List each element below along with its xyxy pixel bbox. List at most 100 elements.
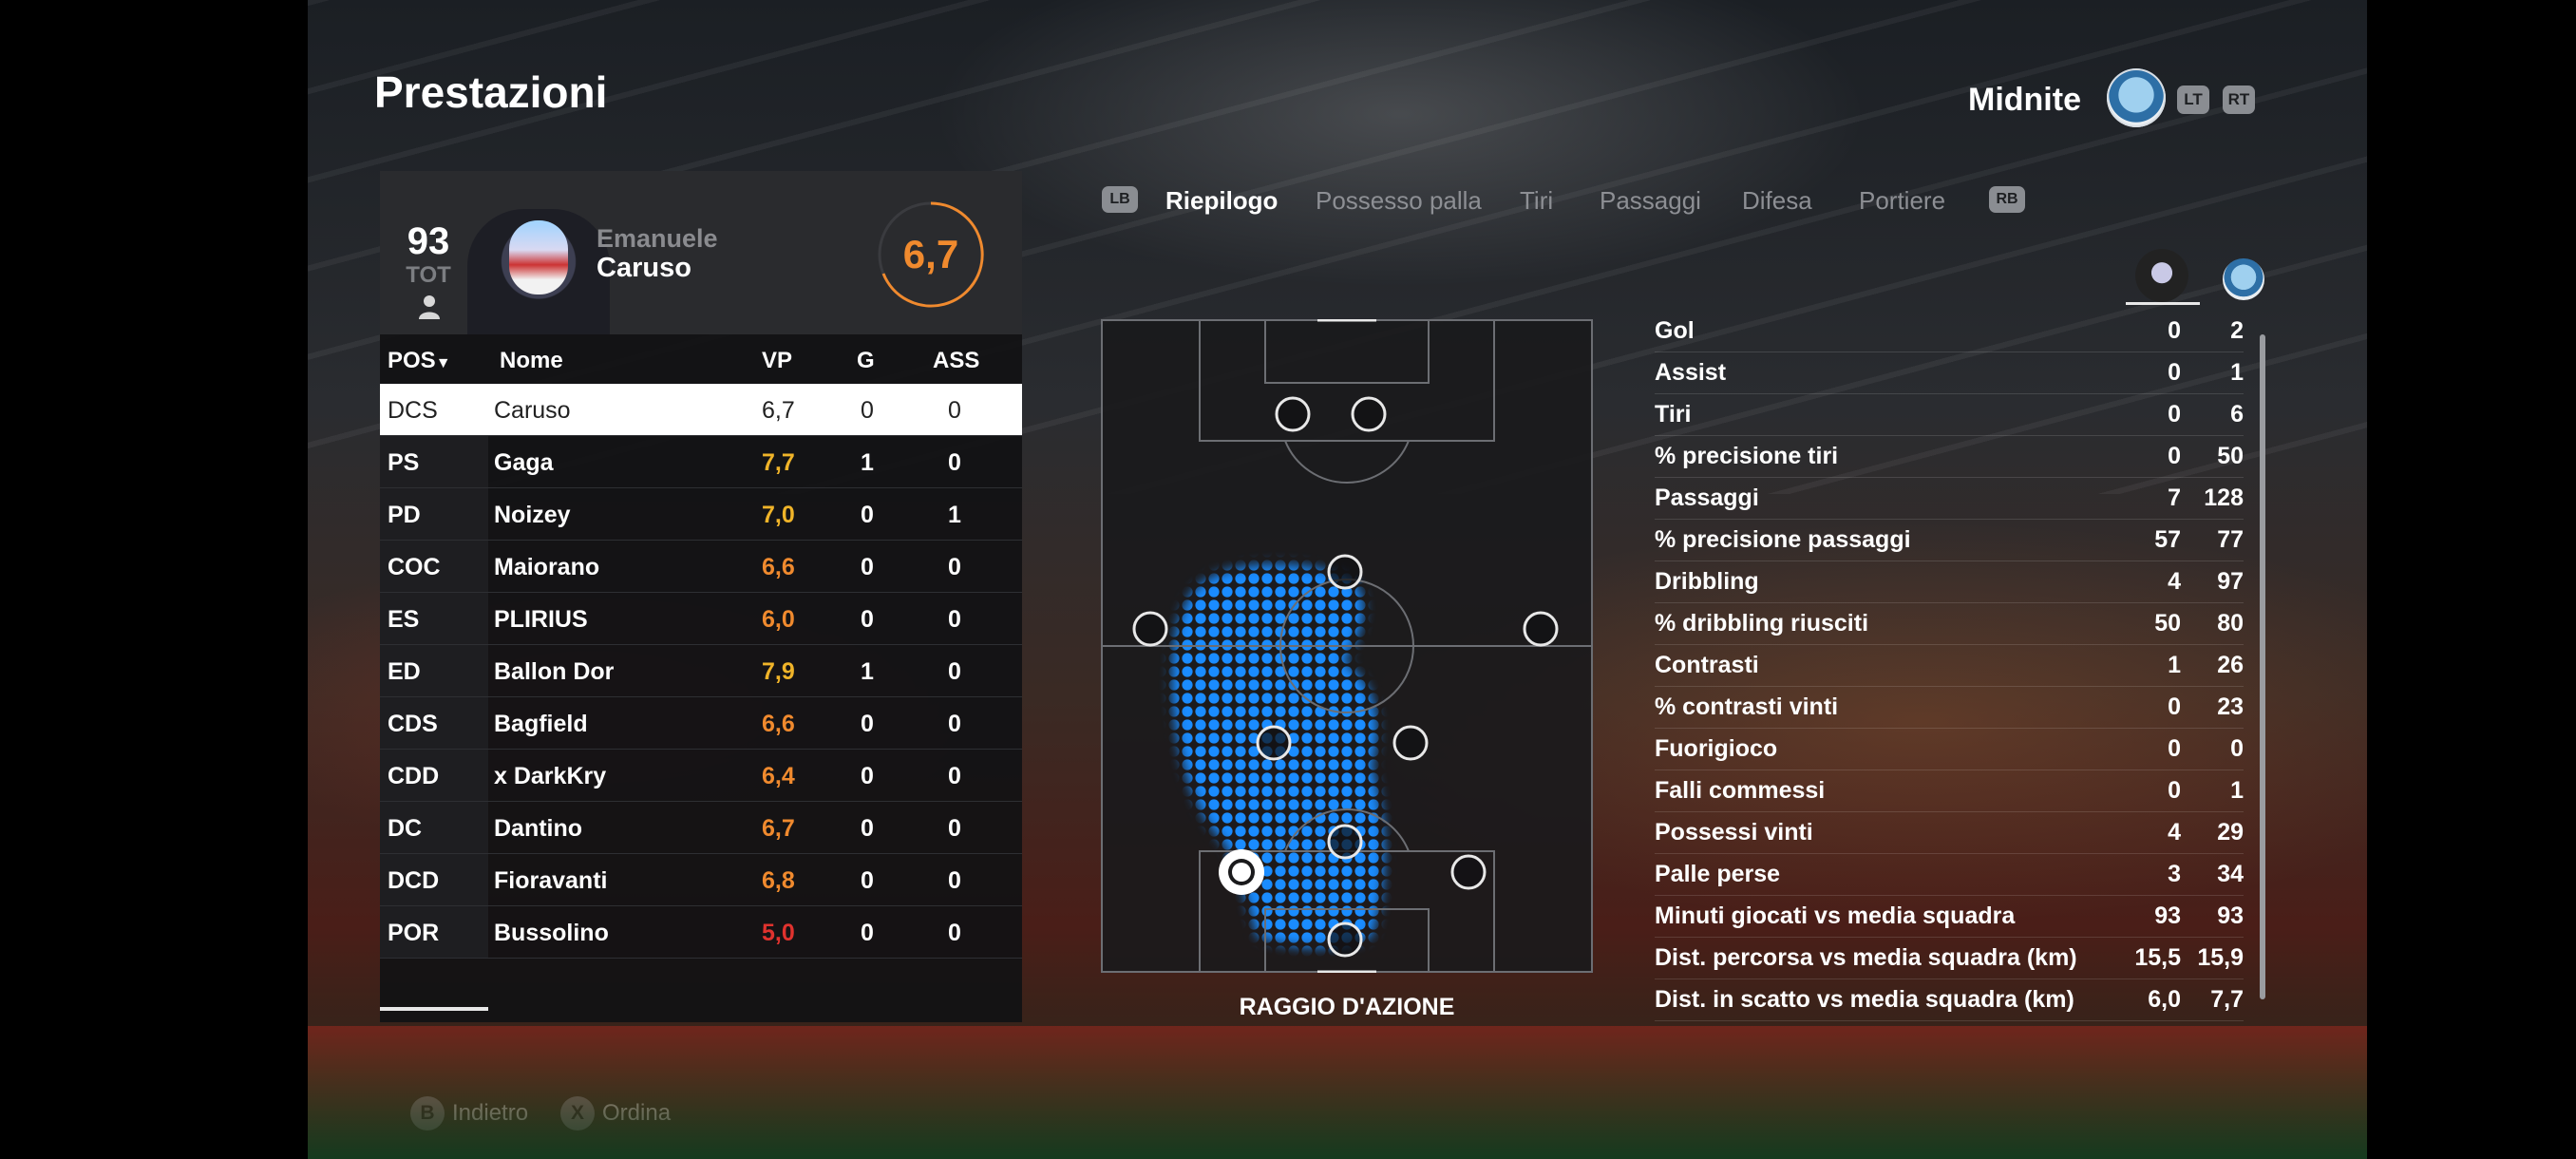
sort-button[interactable]: Ordina (602, 1100, 672, 1126)
pos-header[interactable]: POS▼ (388, 348, 451, 374)
table-row[interactable]: PS Gaga 7,7 1 0 (380, 436, 1022, 488)
stat-label: Tiri (1655, 401, 1692, 428)
pos-column-indicator (380, 1007, 488, 1011)
stat-player-value: 50 (2154, 610, 2181, 636)
back-button[interactable]: Indietro (452, 1100, 529, 1126)
pos-cell-bg (380, 488, 488, 540)
pos-header-label: POS (388, 348, 436, 373)
player-name: Noizey (494, 502, 571, 528)
stat-player-value: 57 (2154, 526, 2181, 553)
stat-row: Tiri 0 6 (1655, 393, 2244, 436)
stat-team-value: 1 (2230, 359, 2244, 386)
player-position: ES (388, 606, 420, 633)
player-rating: 7,0 (762, 502, 795, 528)
stats-scrollbar[interactable] (2260, 334, 2265, 999)
player-name: Maiorano (494, 554, 600, 580)
stat-label: % precisione tiri (1655, 443, 1839, 469)
stat-player-value: 15,5 (2134, 944, 2181, 971)
table-row[interactable]: COC Maiorano 6,6 0 0 (380, 541, 1022, 593)
player-rating: 6,0 (762, 606, 795, 633)
rt-button[interactable]: RT (2223, 86, 2255, 114)
stat-team-value: 7,7 (2210, 986, 2244, 1013)
player-goals: 1 (861, 449, 874, 476)
pos-cell-bg (380, 697, 488, 749)
tab-difesa[interactable]: Difesa (1742, 186, 1812, 215)
stat-player-value: 4 (2168, 568, 2181, 595)
player-position: DCD (388, 867, 440, 894)
player-assists: 0 (948, 606, 961, 633)
tab-possesso-palla[interactable]: Possesso palla (1316, 186, 1482, 215)
table-row[interactable]: ED Ballon Dor 7,9 1 0 (380, 645, 1022, 697)
table-row[interactable]: POR Bussolino 5,0 0 0 (380, 906, 1022, 959)
player-goals: 0 (861, 606, 874, 633)
player-assists: 0 (948, 815, 961, 842)
x-button-icon: X (560, 1096, 595, 1130)
stat-label: Gol (1655, 317, 1695, 344)
rating-ring-icon (878, 201, 984, 308)
lt-button[interactable]: LT (2177, 86, 2209, 114)
stat-team-value: 97 (2217, 568, 2244, 595)
player-rating: 7,7 (762, 449, 795, 476)
player-position: DC (388, 815, 423, 842)
player-first-name: Emanuele (597, 224, 718, 253)
player-column-indicator (2126, 302, 2200, 305)
table-row[interactable]: PD Noizey 7,0 0 1 (380, 488, 1022, 541)
stat-team-value: 0 (2230, 735, 2244, 762)
player-position: CDD (388, 763, 440, 789)
team-name: Midnite (1968, 82, 2081, 118)
table-header: POS▼ Nome VP G ASS (380, 334, 1022, 384)
tab-riepilogo[interactable]: Riepilogo (1165, 186, 1279, 215)
table-row[interactable]: CDS Bagfield 6,6 0 0 (380, 697, 1022, 750)
table-row[interactable]: DCS Caruso 6,7 0 0 (380, 384, 1022, 436)
stat-label: % contrasti vinti (1655, 694, 1839, 720)
stat-team-value: 23 (2217, 694, 2244, 720)
player-name: Bussolino (494, 920, 609, 946)
lb-button[interactable]: LB (1102, 186, 1138, 213)
table-row[interactable]: DCD Fioravanti 6,8 0 0 (380, 854, 1022, 906)
player-rating: 6,7 (762, 815, 795, 842)
pos-cell-bg (380, 750, 488, 801)
sort-down-icon: ▼ (435, 355, 451, 371)
player-marker (1275, 396, 1311, 432)
player-marker (1351, 396, 1387, 432)
person-icon (419, 295, 440, 319)
table-row[interactable]: DC Dantino 6,7 0 0 (380, 802, 1022, 854)
stat-team-value: 80 (2217, 610, 2244, 636)
player-position: COC (388, 554, 441, 580)
stat-label: Palle perse (1655, 861, 1781, 887)
stat-player-value: 6,0 (2148, 986, 2181, 1013)
player-marker (1392, 725, 1429, 761)
pos-cell-bg (380, 593, 488, 644)
table-row[interactable]: ES PLIRIUS 6,0 0 0 (380, 593, 1022, 645)
player-marker (1256, 725, 1292, 761)
tab-passaggi[interactable]: Passaggi (1600, 186, 1701, 215)
player-assists: 0 (948, 397, 961, 424)
table-row[interactable]: CDD x DarkKry 6,4 0 0 (380, 750, 1022, 802)
stat-player-value: 0 (2168, 317, 2181, 344)
stat-row: Palle perse 3 34 (1655, 853, 2244, 896)
tab-portiere[interactable]: Portiere (1859, 186, 1946, 215)
player-goals: 0 (861, 711, 874, 737)
player-goals: 0 (861, 502, 874, 528)
stat-label: Passaggi (1655, 484, 1759, 511)
pos-cell-bg (380, 384, 488, 435)
stat-row: Minuti giocati vs media squadra 93 93 (1655, 895, 2244, 938)
stat-row: Assist 0 1 (1655, 352, 2244, 394)
stat-player-value: 93 (2154, 902, 2181, 929)
player-marker (1327, 554, 1363, 590)
stat-team-value: 15,9 (2197, 944, 2244, 971)
pos-cell-bg (380, 541, 488, 592)
stat-label: Minuti giocati vs media squadra (1655, 902, 2016, 929)
game-screen: Prestazioni Midnite LT RT 93 TOT Emanuel… (308, 0, 2367, 1159)
stat-row: Fuorigioco 0 0 (1655, 728, 2244, 770)
stat-row: Falli commessi 0 1 (1655, 770, 2244, 812)
player-position: ED (388, 658, 421, 685)
tab-tiri[interactable]: Tiri (1520, 186, 1554, 215)
stat-player-value: 4 (2168, 819, 2181, 846)
player-assists: 0 (948, 867, 961, 894)
player-marker (1327, 922, 1363, 958)
stat-row: Contrasti 1 26 (1655, 644, 2244, 687)
rb-button[interactable]: RB (1989, 186, 2025, 213)
stat-team-value: 34 (2217, 861, 2244, 887)
heatmap-pitch (1101, 319, 1593, 973)
